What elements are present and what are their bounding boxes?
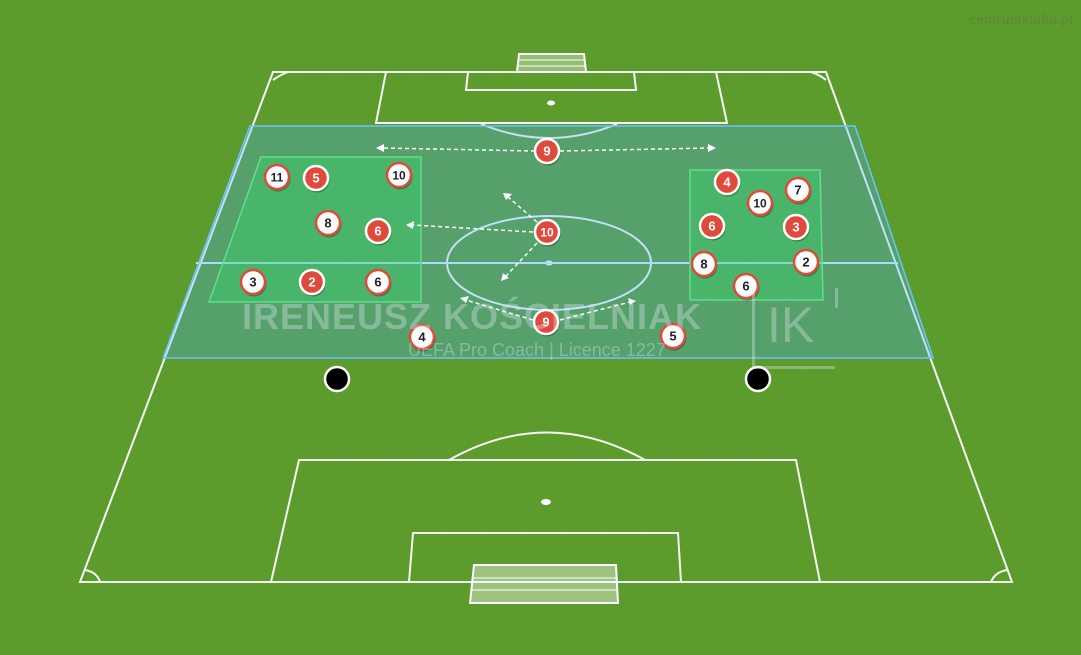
black-marker[interactable] (744, 365, 772, 393)
player-number: 9 (543, 144, 550, 159)
player-number: 10 (753, 197, 767, 211)
player-number: 6 (708, 219, 715, 234)
player-token-red-4[interactable]: 4 (713, 168, 741, 197)
player-number: 3 (792, 220, 799, 235)
black-marker[interactable] (323, 365, 351, 393)
player-number: 2 (308, 275, 315, 290)
player-token-white-8[interactable]: 8 (314, 209, 342, 238)
player-number: 5 (669, 329, 676, 344)
corner-arc (990, 569, 1008, 583)
bottom-goal-area (407, 532, 683, 583)
player-token-white-11[interactable]: 11 (263, 163, 291, 192)
watermark-logo: IK (752, 288, 838, 369)
player-token-red-6[interactable]: 6 (364, 217, 392, 246)
player-number: 10 (540, 226, 554, 240)
site-label[interactable]: centrumklubu.pl (968, 12, 1073, 27)
player-token-red-3[interactable]: 3 (782, 213, 810, 242)
arrow-heads (376, 144, 716, 305)
player-number: 6 (374, 275, 381, 290)
player-token-red-9[interactable]: 9 (532, 308, 560, 337)
player-token-red-5[interactable]: 5 (302, 164, 330, 193)
player-token-red-2[interactable]: 2 (298, 268, 326, 297)
player-number: 6 (374, 224, 381, 239)
bottom-penalty-area (269, 459, 822, 583)
watermark-name: IRENEUSZ KOŚCIELNIAK (242, 296, 703, 337)
player-token-white-10[interactable]: 10 (385, 161, 413, 190)
player-token-white-4[interactable]: 4 (408, 323, 436, 352)
player-number: 10 (392, 169, 406, 183)
watermark-subtitle: UEFA Pro Coach | Licence 1227 (408, 340, 666, 360)
player-number: 8 (700, 257, 707, 272)
player-token-white-8[interactable]: 8 (690, 250, 718, 279)
bottom-penalty-spot (541, 499, 551, 505)
player-number: 2 (802, 255, 809, 270)
corner-arc (810, 71, 827, 81)
corner-arc (84, 569, 101, 583)
player-token-white-3[interactable]: 3 (239, 268, 267, 297)
top-penalty-spot (547, 100, 555, 106)
right-area-box (689, 169, 824, 301)
player-number: 9 (542, 315, 549, 330)
movement-arrows (381, 147, 711, 321)
player-number: 3 (249, 275, 256, 290)
player-number: 7 (794, 183, 801, 198)
player-token-red-6[interactable]: 6 (698, 212, 726, 241)
bottom-penalty-arc (448, 431, 646, 461)
player-token-white-6[interactable]: 6 (732, 272, 760, 301)
bottom-goal (468, 564, 620, 604)
player-number: 11 (271, 171, 284, 185)
player-number: 8 (324, 216, 331, 231)
player-token-white-2[interactable]: 2 (792, 248, 820, 277)
top-goal (515, 53, 588, 73)
players-layer: 9 11 5 10 8 6 10 3 2 6 9 4 5 4 10 7 6 3 8 2 6 (239, 137, 820, 352)
player-token-white-5[interactable]: 5 (659, 322, 687, 351)
player-number: 4 (723, 175, 731, 190)
player-token-red-9[interactable]: 9 (533, 137, 561, 166)
left-area-box (207, 156, 422, 303)
player-token-red-10[interactable]: 10 (533, 218, 561, 247)
player-number: 5 (312, 171, 319, 186)
player-token-white-7[interactable]: 7 (784, 176, 812, 205)
player-number: 6 (742, 279, 749, 294)
player-token-white-10[interactable]: 10 (746, 189, 774, 218)
player-token-white-6[interactable]: 6 (364, 268, 392, 297)
corner-arc (272, 71, 289, 81)
watermark-logo-text: IK (767, 297, 815, 353)
player-number: 4 (418, 330, 426, 345)
black-markers (323, 365, 772, 393)
